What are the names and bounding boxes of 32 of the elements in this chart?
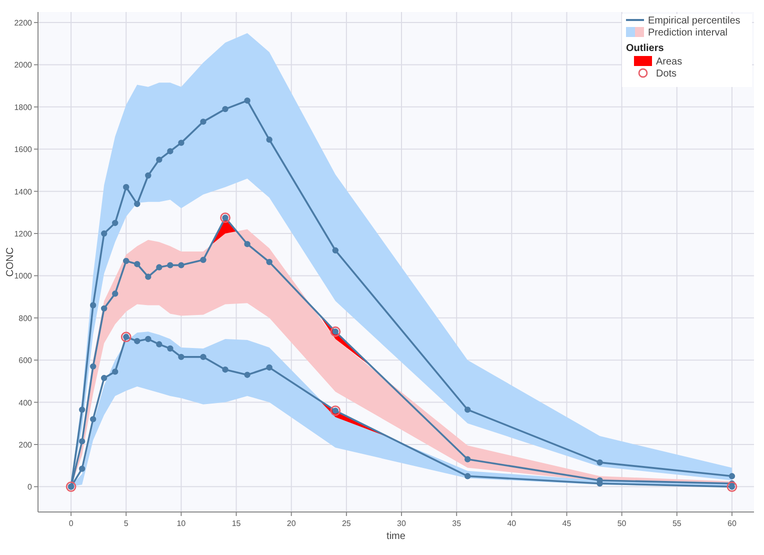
x-tick-label: 25 [342, 519, 352, 528]
y-tick-label: 1800 [14, 102, 33, 112]
x-tick-label: 50 [617, 519, 627, 528]
x-tick-label: 60 [728, 519, 737, 528]
x-tick-label: 40 [507, 519, 517, 528]
x-tick-label: 10 [176, 519, 186, 528]
y-axis-title: CONC [5, 247, 16, 277]
x-tick-label: 30 [397, 519, 407, 528]
x-tick-label: 45 [562, 519, 572, 528]
y-tick-label: 1200 [14, 230, 33, 239]
x-axis-title: time [386, 531, 406, 542]
y-tick-label: 1000 [14, 272, 33, 281]
y-tick-label: 2000 [14, 60, 33, 70]
y-tick-label: 400 [18, 398, 33, 408]
y-tick-label: 0 [28, 482, 33, 492]
legend-label: Areas [656, 56, 682, 68]
x-tick-label: 55 [672, 519, 682, 528]
x-tick-label: 5 [124, 519, 129, 528]
x-tick-label: 15 [232, 519, 242, 528]
x-tick-label: 20 [286, 519, 296, 528]
y-tick-label: 600 [18, 356, 33, 366]
y-tick-label: 2200 [14, 18, 33, 28]
y-tick-label: 800 [18, 314, 33, 323]
y-tick-label: 1400 [14, 187, 33, 196]
legend-label: Empirical percentiles [648, 16, 740, 26]
legend-title: Outliers [626, 43, 664, 54]
legend-label: Prediction interval [648, 28, 728, 38]
x-tick-label: 0 [68, 519, 74, 528]
x-tick-label: 35 [452, 519, 462, 528]
y-tick-label: 200 [18, 440, 33, 450]
y-tick-label: 1600 [14, 145, 33, 154]
legend-label: Dots [656, 68, 677, 80]
